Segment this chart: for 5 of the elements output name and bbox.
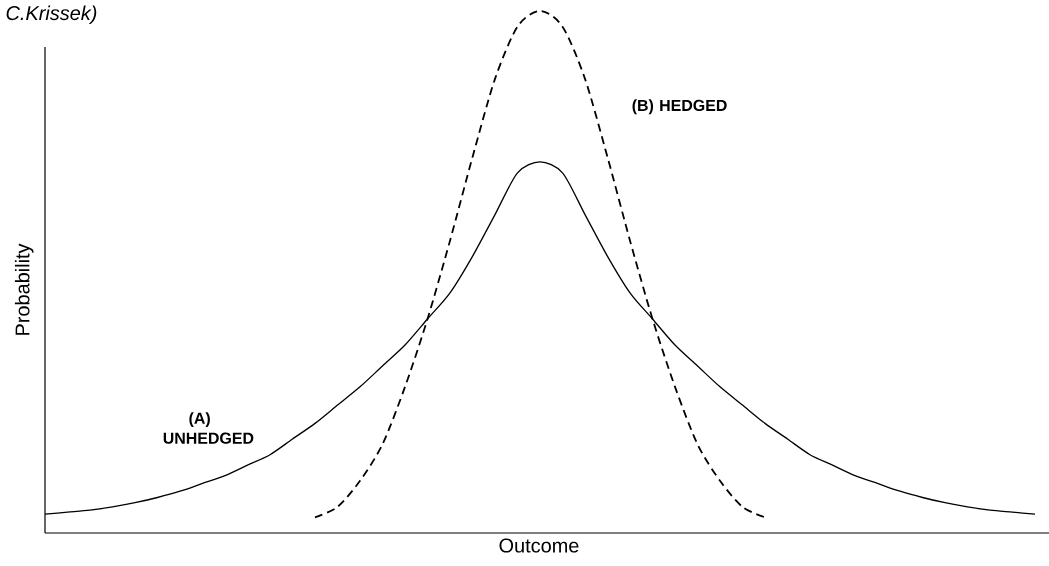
annotation: C.Krissek) (6, 5, 97, 25)
series-label: (A) UNHEDGED (163, 412, 254, 444)
text: (B) HEDGED (632, 99, 727, 115)
y-axis-title: Probability (14, 243, 34, 335)
x-axis-title: Outcome (499, 538, 579, 553)
